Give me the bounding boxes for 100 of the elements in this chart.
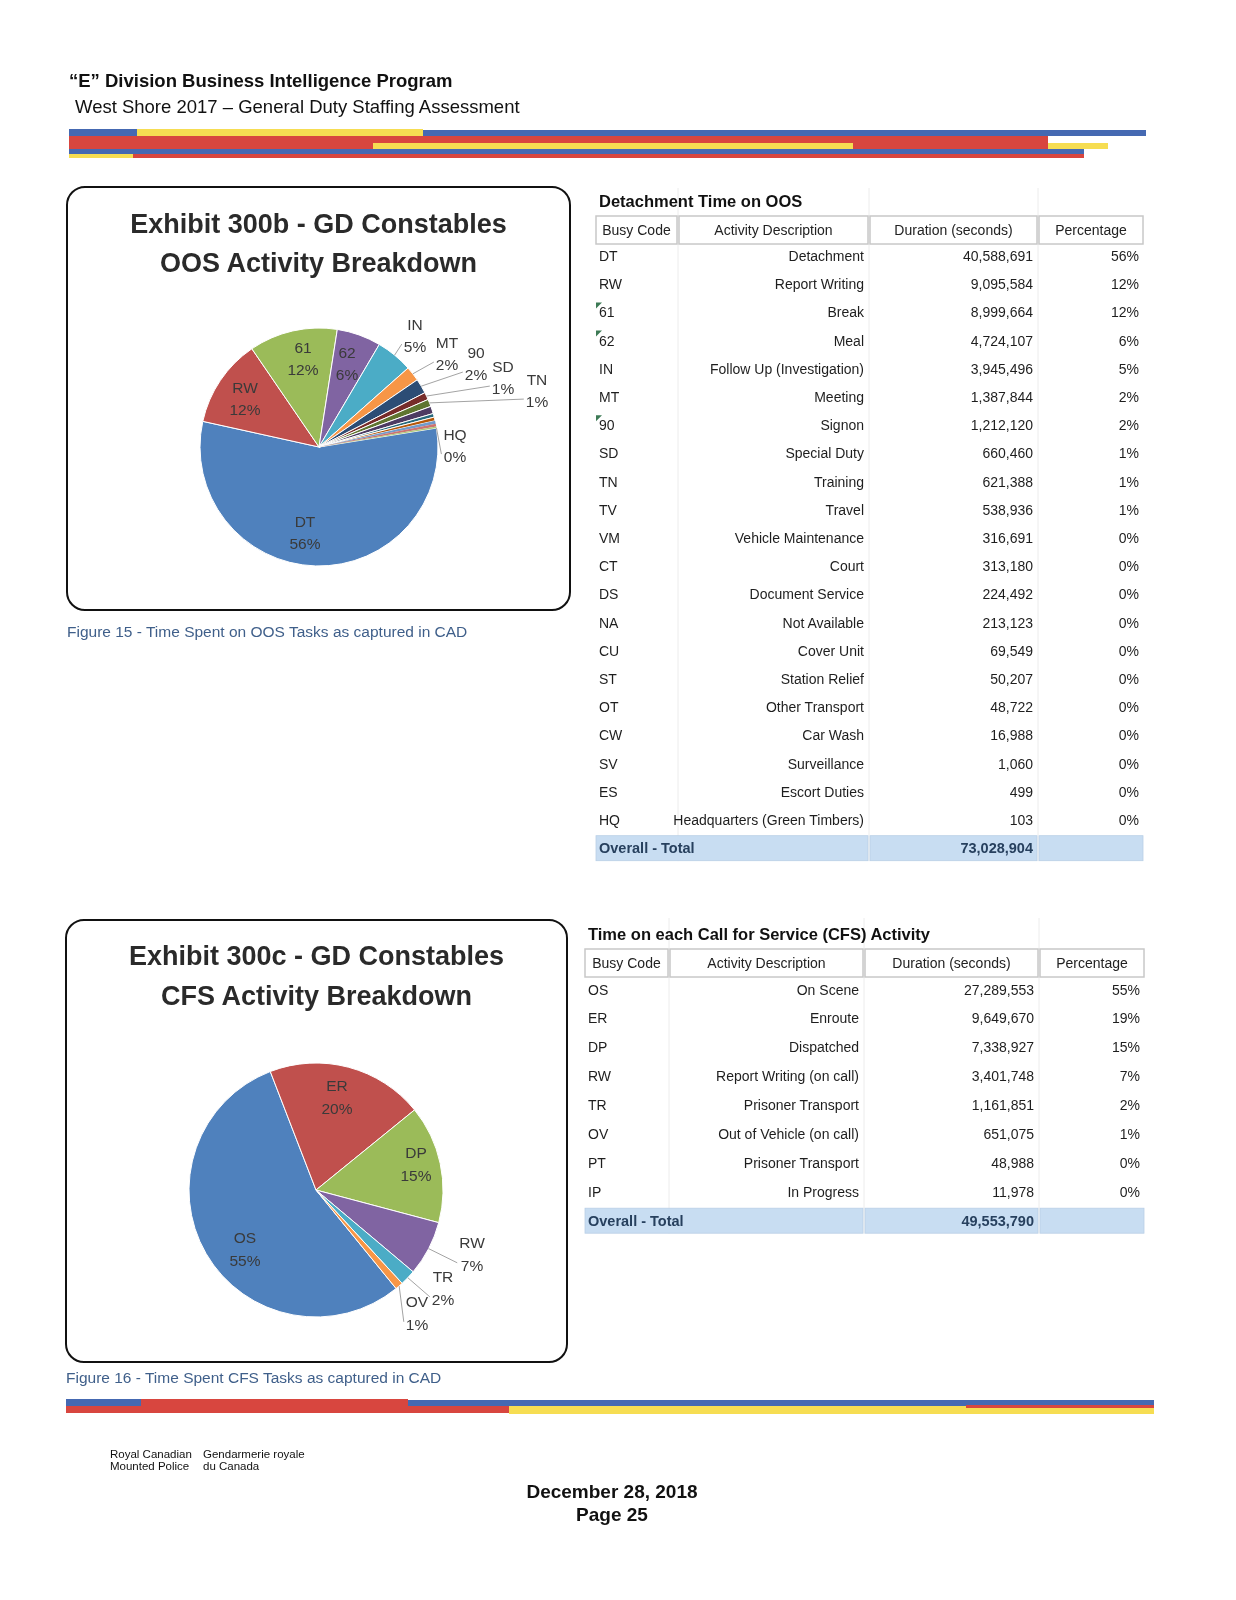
text: 49,553,790 <box>961 1212 1034 1229</box>
text: Meal <box>833 332 864 349</box>
text: DT <box>599 248 618 264</box>
text: 50,207 <box>990 671 1033 687</box>
text: 538,936 <box>982 501 1033 518</box>
slice-label: OV <box>405 1293 429 1310</box>
text: Special Duty <box>785 445 864 462</box>
text: On Scene <box>796 981 859 998</box>
text: IP <box>588 1183 602 1200</box>
text: DS <box>599 586 619 603</box>
text: CW <box>599 727 623 744</box>
text: Vehicle Maintenance <box>734 530 864 546</box>
text: Cover Unit <box>797 642 864 659</box>
slice-label: IN <box>407 316 423 333</box>
slice-label: 62 <box>338 344 356 361</box>
slice-label: DT <box>294 513 316 530</box>
text: 2% <box>1118 417 1139 434</box>
text: Escort Duties <box>780 783 864 800</box>
category-label: Busy Code <box>602 222 671 238</box>
text: TV <box>599 501 617 518</box>
text: 0% <box>1118 783 1139 800</box>
text: 1,060 <box>997 755 1033 772</box>
text: Report Writing <box>774 276 864 293</box>
data-label: 6% <box>335 366 359 383</box>
data-label: 15% <box>400 1167 432 1184</box>
category-label: Duration (seconds) <box>892 955 1011 971</box>
text: TR <box>588 1097 607 1114</box>
slice-label: OS <box>233 1229 257 1246</box>
text: 0% <box>1119 1154 1140 1171</box>
text: OS <box>588 981 609 998</box>
text: Page 25 <box>576 1504 649 1525</box>
legend-label: HQ <box>443 426 467 443</box>
data-label: 7% <box>460 1257 484 1274</box>
data-label: 2% <box>435 356 459 373</box>
text: VM <box>599 530 620 546</box>
text: SD <box>599 445 619 462</box>
text: Out of Vehicle (on call) <box>718 1126 859 1142</box>
text: 313,180 <box>982 558 1033 575</box>
text: 5% <box>1118 360 1139 377</box>
data-label: 12% <box>229 401 261 418</box>
text: 9,649,670 <box>971 1010 1034 1027</box>
text: 6% <box>1118 332 1139 349</box>
text: Training <box>813 473 864 490</box>
text: 7% <box>1119 1068 1140 1085</box>
text: 103 <box>1009 812 1033 828</box>
text: 12% <box>1110 276 1139 293</box>
text: Car Wash <box>802 727 864 744</box>
text: Headquarters (Green Timbers) <box>673 812 864 828</box>
text: 1% <box>1118 501 1139 518</box>
data-label: 1% <box>491 380 515 397</box>
slice-label: TN <box>526 371 548 388</box>
slice-label: SD <box>492 358 514 375</box>
text: DP <box>588 1039 608 1056</box>
text: 0% <box>443 448 467 465</box>
text: 3,945,496 <box>970 360 1033 377</box>
slice-label: RW <box>232 379 259 396</box>
slice-label: 90 <box>467 344 485 361</box>
slice-label: MT <box>435 334 459 351</box>
text: Overall - Total <box>599 840 695 857</box>
text: 69,549 <box>990 642 1033 659</box>
text: “E” Division Business Intelligence Program <box>69 70 453 91</box>
slice-label: TR <box>432 1268 454 1285</box>
text: 48,988 <box>991 1154 1034 1171</box>
category-label: Percentage <box>1056 955 1129 971</box>
text: 7,338,927 <box>971 1039 1034 1056</box>
text: ER <box>588 1010 608 1027</box>
text: 40,588,691 <box>962 248 1033 264</box>
data-label: 2% <box>464 366 488 383</box>
text: Travel <box>825 501 864 518</box>
slice-label: 61 <box>294 339 312 356</box>
text: ST <box>599 671 617 687</box>
text: SV <box>599 755 618 772</box>
chart-title: Exhibit 300c - GD Constables CFS Activity Breakdown <box>128 941 505 1011</box>
caption: Figure 15 - Time Spent on OOS Tasks as captured in CAD <box>67 623 468 640</box>
text: 0% <box>1118 812 1139 828</box>
text: Follow Up (Investigation) <box>709 360 864 377</box>
text: 1,161,851 <box>971 1097 1034 1114</box>
text: Document Service <box>749 586 864 603</box>
text: Report Writing (on call) <box>716 1068 859 1085</box>
text: 56% <box>1110 248 1139 264</box>
category-label: Activity Description <box>707 955 826 971</box>
text: MT <box>599 389 620 405</box>
text: Overall - Total <box>588 1212 684 1229</box>
text: 4,724,107 <box>970 332 1033 349</box>
text: Signon <box>820 417 864 434</box>
text: 316,691 <box>982 530 1033 546</box>
text: OT <box>599 699 619 716</box>
data-label: 20% <box>321 1100 353 1117</box>
text: Gendarmerie royale du Canada <box>203 1448 305 1472</box>
text: 0% <box>1118 530 1139 546</box>
text: 1,387,844 <box>970 389 1033 405</box>
text: 1% <box>1119 1126 1140 1142</box>
text: 1% <box>1118 473 1139 490</box>
text: 2% <box>1118 389 1139 405</box>
text: 1,212,120 <box>970 417 1033 434</box>
text: Station Relief <box>780 671 864 687</box>
text: 2% <box>1119 1097 1140 1114</box>
text: PT <box>588 1154 606 1171</box>
text: 0% <box>1118 642 1139 659</box>
text: Time on each Call for Service (CFS) Activity <box>588 925 931 943</box>
